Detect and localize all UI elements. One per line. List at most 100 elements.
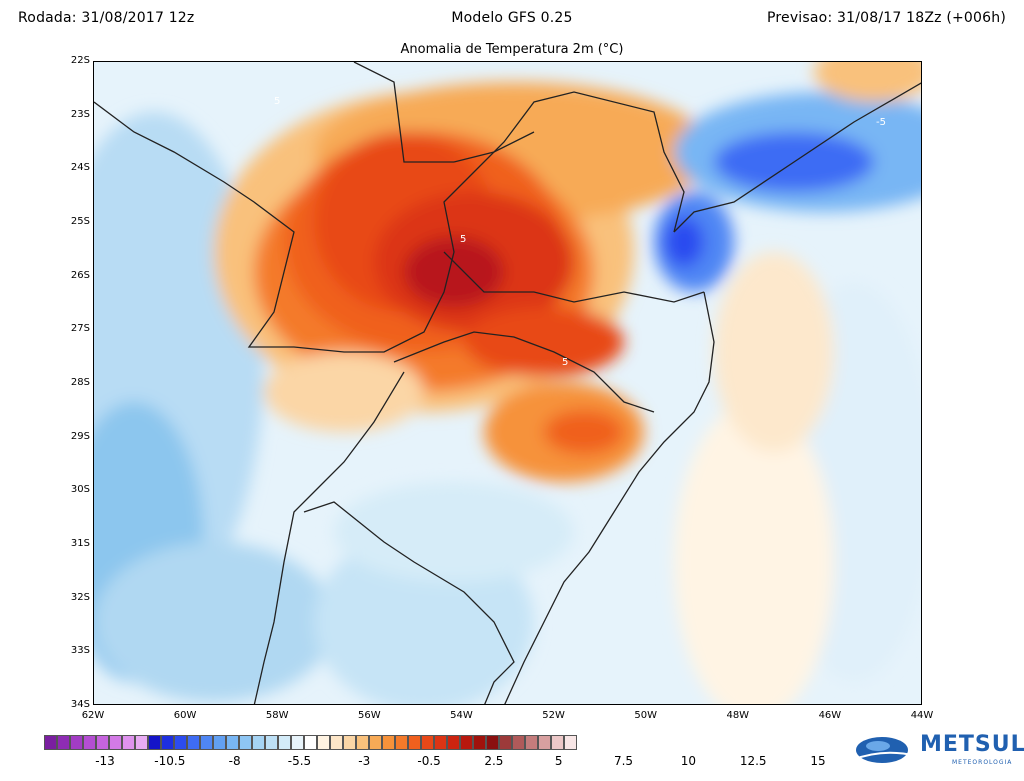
colorbar-swatch	[122, 735, 135, 750]
colorbar-swatch	[343, 735, 356, 750]
colorbar-swatch	[421, 735, 434, 750]
latitude-label: 32S	[70, 591, 90, 603]
anomaly-field	[94, 62, 921, 704]
longitude-label: 56W	[358, 710, 381, 721]
latitude-label: 28S	[70, 377, 90, 388]
colorbar-swatch	[486, 735, 499, 750]
colorbar-tick: -13	[95, 754, 115, 768]
colorbar-swatch	[200, 735, 213, 750]
contour-label: 5	[562, 357, 568, 368]
colorbar-swatch	[187, 735, 200, 750]
colorbar-swatch	[408, 735, 421, 750]
colorbar-swatch	[317, 735, 330, 750]
border-line	[453, 131, 535, 163]
longitude-label: 50W	[634, 710, 657, 721]
colorbar-swatch	[473, 735, 486, 750]
colorbar-swatch	[304, 735, 317, 750]
colorbar-swatch	[460, 735, 473, 750]
latitude-label: 22S	[70, 55, 90, 66]
latitude-label: 31S	[70, 538, 90, 549]
map-frame: 5 5 5 -5	[93, 61, 922, 705]
temperature-anomaly-map: 5 5 5 -5	[94, 62, 921, 704]
colorbar-swatch	[135, 735, 148, 750]
colorbar-swatch	[525, 735, 538, 750]
colorbar-tick: -3	[358, 754, 371, 768]
colorbar-tick: 7.5	[613, 754, 634, 768]
latitude-label: 24S	[70, 162, 90, 174]
colorbar-swatch	[96, 735, 109, 750]
border-line	[393, 331, 655, 413]
colorbar-tick: 15	[810, 754, 826, 768]
colorbar-swatch	[434, 735, 447, 750]
coastline	[673, 82, 921, 233]
colorbar-swatch	[161, 735, 174, 750]
colorbar-tick: 2.5	[484, 754, 504, 768]
forecast-label: Previsao: 31/08/17 18Zz (+006h)	[766, 10, 1006, 26]
latitude-label: 27S	[70, 323, 90, 335]
border-line	[353, 62, 454, 163]
borders	[94, 62, 921, 704]
colorbar-swatch	[70, 735, 83, 750]
colorbar-swatch	[226, 735, 239, 750]
logo-name: METSUL	[920, 732, 1024, 757]
run-label: Rodada: 31/08/2017 12z	[18, 10, 195, 26]
colorbar-swatch	[83, 735, 96, 750]
latitude-label: 30S	[70, 484, 90, 496]
latitude-label: 34S	[70, 699, 90, 710]
contour-label: -5	[876, 117, 886, 128]
colorbar-swatch	[551, 735, 564, 750]
colorbar-swatch	[499, 735, 512, 750]
contour-label: 5	[274, 96, 280, 107]
colorbar-swatch	[447, 735, 460, 750]
logo-sub: METEOROLOGIA	[952, 759, 1013, 766]
latitude-label: 25S	[70, 216, 90, 227]
colorbar-swatch	[538, 735, 551, 750]
longitude-label: 62W	[81, 710, 105, 721]
colorbar-swatch	[57, 735, 70, 750]
border-line	[303, 501, 515, 704]
colorbar-swatch	[252, 735, 265, 750]
longitude-label: 60W	[173, 710, 197, 721]
longitude-label: 58W	[265, 710, 289, 721]
colorbar-tick: -0.5	[417, 754, 441, 768]
border-line	[443, 251, 705, 303]
border-line	[253, 371, 405, 704]
colorbar-swatch	[564, 735, 577, 750]
colorbar-swatch	[512, 735, 525, 750]
latitude-label: 26S	[70, 269, 90, 281]
latitude-label: 29S	[70, 430, 90, 442]
colorbar-tick: 12.5	[739, 754, 767, 768]
colorbar-tick: 10	[680, 754, 696, 768]
colorbar-swatch	[213, 735, 226, 750]
coastline	[504, 291, 715, 704]
longitude-label: 48W	[726, 710, 750, 721]
colorbar-tick: -8	[228, 754, 241, 768]
longitude-label: 52W	[542, 710, 565, 721]
contour-label: 5	[460, 234, 466, 245]
colorbar-swatch	[109, 735, 122, 750]
longitude-label: 46W	[818, 710, 842, 721]
colorbar-swatch	[395, 735, 408, 750]
colorbar-tick: 5	[554, 754, 563, 768]
colorbar-tick: -5.5	[287, 754, 312, 768]
colorbar-swatch	[356, 735, 369, 750]
colorbar-swatch	[330, 735, 343, 750]
longitude-label: 54W	[450, 710, 473, 721]
colorbar	[44, 735, 577, 750]
latitude-label: 23S	[70, 108, 90, 120]
colorbar-swatch	[291, 735, 304, 750]
longitude-label: 44W	[910, 710, 934, 721]
colorbar-swatch	[239, 735, 252, 750]
border-line	[94, 91, 685, 353]
metsul-logo: METSUL METEOROLOGIA	[852, 726, 1024, 776]
model-label: Modelo GFS 0.25	[451, 10, 573, 26]
colorbar-swatch	[382, 735, 395, 750]
colorbar-swatch	[44, 735, 57, 750]
colorbar-swatch	[278, 735, 291, 750]
colorbar-swatch	[148, 735, 161, 750]
latitude-label: 33S	[70, 645, 90, 657]
colorbar-swatch	[369, 735, 382, 750]
colorbar-tick: -10.5	[154, 754, 186, 768]
globe-icon	[852, 737, 916, 763]
colorbar-swatch	[174, 735, 187, 750]
